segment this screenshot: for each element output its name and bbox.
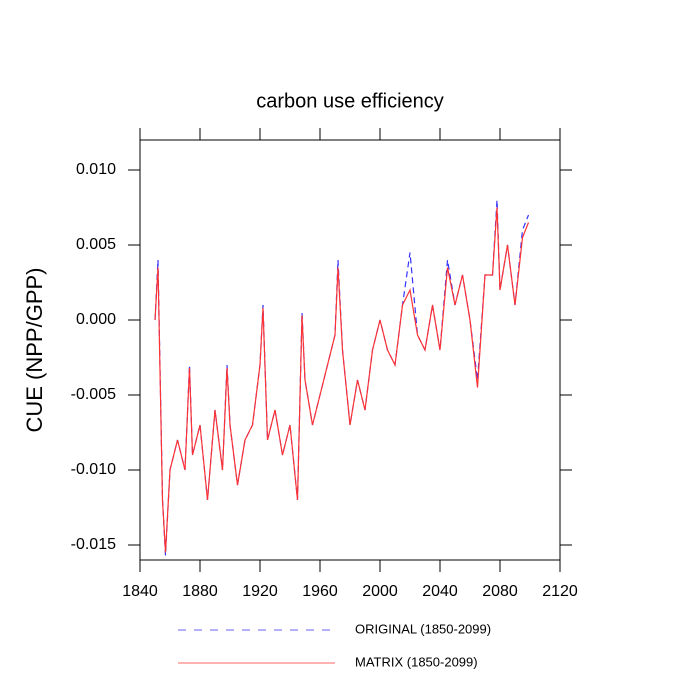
x-tick-label: 1840 [122,583,158,600]
x-tick-label: 1880 [182,583,218,600]
x-tick-label: 2080 [482,583,518,600]
legend-label: ORIGINAL (1850-2099) [355,621,491,636]
y-tick-label: 0.005 [76,236,116,253]
series-line [154,207,530,553]
x-tick-label: 1960 [302,583,338,600]
y-axis-label: CUE (NPP/GPP) [22,267,47,432]
series-line [154,199,530,556]
y-tick-label: 0.010 [76,161,116,178]
plot-frame [139,139,561,561]
y-tick-label: 0.000 [76,311,116,328]
legend-label: MATRIX (1850-2099) [355,654,478,669]
x-tick-label: 1920 [242,583,278,600]
x-tick-label: 2000 [362,583,398,600]
x-tick-label: 2120 [542,583,578,600]
chart-title: carbon use efficiency [256,90,444,112]
y-tick-label: -0.010 [71,461,116,478]
x-tick-label: 2040 [422,583,458,600]
y-tick-label: -0.015 [71,536,116,553]
y-tick-label: -0.005 [71,386,116,403]
